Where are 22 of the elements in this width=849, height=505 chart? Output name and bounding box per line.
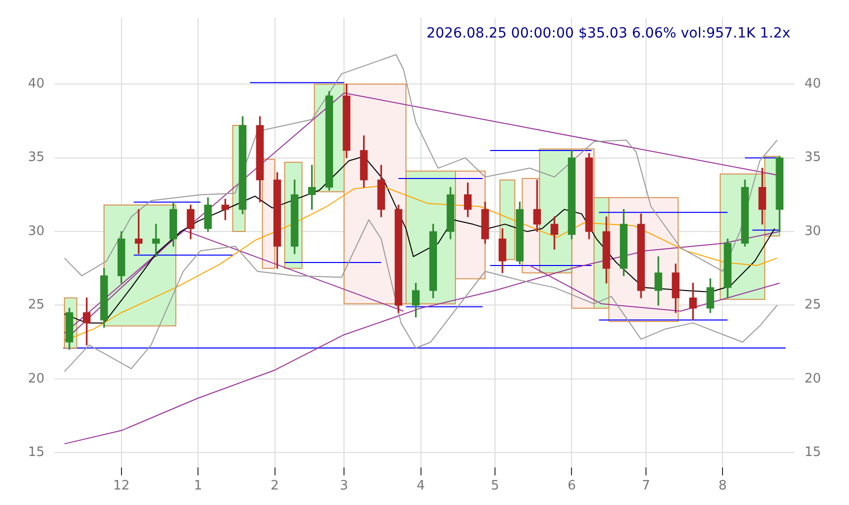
text: 2026.08.25 00:00:00 $35.03 6.06% vol:957.1K 1.2x bbox=[426, 25, 790, 42]
x-tick-label: 1 bbox=[194, 478, 202, 494]
x-tick-label: 8 bbox=[718, 478, 727, 494]
y2-tick-label: 40 bbox=[804, 76, 822, 92]
y2-tick-label: 20 bbox=[804, 371, 822, 386]
y-tick-label: 40 bbox=[28, 76, 45, 92]
y-tick-label: 15 bbox=[28, 445, 45, 460]
y-tick-label: 25 bbox=[28, 298, 45, 313]
y2-tick-label: 30 bbox=[804, 224, 822, 239]
y-tick-label: 35 bbox=[28, 150, 45, 166]
x-tick-label: 5 bbox=[490, 478, 500, 494]
x-tick-label: 12 bbox=[113, 478, 130, 494]
y-tick-label: 30 bbox=[28, 224, 45, 239]
x-tick-label: 7 bbox=[642, 478, 650, 494]
y2-tick-label: 25 bbox=[804, 298, 822, 313]
y-tick-label: 20 bbox=[28, 371, 45, 386]
x-tick-label: 3 bbox=[340, 478, 348, 494]
y2-tick-label: 15 bbox=[804, 445, 822, 460]
y2-tick-label: 35 bbox=[804, 150, 822, 166]
x-tick-label: 6 bbox=[568, 478, 576, 494]
x-tick-label: 4 bbox=[416, 478, 425, 494]
x-tick-label: 2 bbox=[270, 478, 279, 494]
